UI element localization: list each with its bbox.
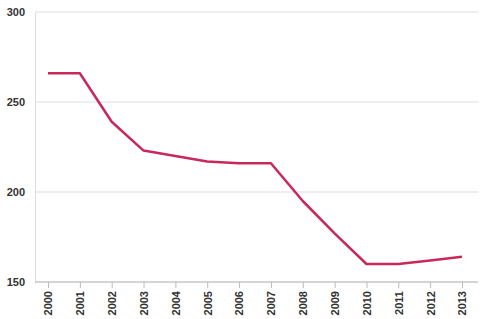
x-tick-mark <box>48 282 49 288</box>
x-tick-label: 2012 <box>425 291 437 315</box>
x-axis: 2000 2001 2002 2003 2004 2005 2006 2007 2008 2009… <box>35 282 478 315</box>
x-tick: 2004 <box>170 282 182 315</box>
data-line <box>48 73 462 264</box>
x-tick-label: 2004 <box>170 290 182 315</box>
x-tick-mark <box>398 282 399 288</box>
y-axis-line <box>35 13 36 283</box>
y-tick: 250 <box>7 96 35 108</box>
x-tick-mark <box>207 282 208 288</box>
x-tick-mark <box>335 282 336 288</box>
x-tick-label: 2003 <box>138 291 150 315</box>
y-tick-label: 250 <box>7 96 25 108</box>
x-tick-label: 2005 <box>202 291 214 315</box>
x-tick-mark <box>144 282 145 288</box>
x-tick: 2006 <box>233 282 245 315</box>
x-tick-mark <box>366 282 367 288</box>
x-tick: 2009 <box>329 282 341 315</box>
x-tick-mark <box>175 282 176 288</box>
y-tick: 150 <box>7 276 35 288</box>
x-tick-label: 2007 <box>265 291 277 315</box>
grid-line <box>35 192 478 193</box>
x-tick-mark <box>112 282 113 288</box>
grid-line <box>35 102 478 103</box>
x-tick-label: 2008 <box>297 291 309 315</box>
y-axis: 150 200 250 300 <box>7 6 36 288</box>
chart-svg: 150 200 250 300 2000 2001 2002 2003 2004 2005 2006… <box>0 0 480 319</box>
grid-line <box>35 282 478 283</box>
x-tick-label: 2001 <box>74 291 86 315</box>
x-tick-mark <box>239 282 240 288</box>
x-tick-label: 2000 <box>42 291 54 315</box>
grid <box>35 12 478 282</box>
x-tick: 2001 <box>74 282 86 315</box>
x-tick-mark <box>303 282 304 288</box>
chart-container: 150 200 250 300 2000 2001 2002 2003 2004 2005 2006… <box>0 0 480 319</box>
x-tick-label: 2011 <box>393 291 405 315</box>
x-tick-label: 2013 <box>456 291 468 315</box>
x-tick-label: 2010 <box>361 291 373 315</box>
x-tick-mark <box>80 282 81 288</box>
y-tick: 200 <box>7 186 35 198</box>
x-tick: 2000 <box>42 282 54 315</box>
y-tick-label: 300 <box>7 6 25 18</box>
x-tick-mark <box>271 282 272 288</box>
x-tick: 2003 <box>138 282 150 315</box>
x-tick-label: 2006 <box>233 291 245 315</box>
y-tick-label: 150 <box>7 276 25 288</box>
grid-line <box>35 12 478 13</box>
y-tick-label: 200 <box>7 186 25 198</box>
x-axis-line <box>35 282 478 283</box>
x-tick: 2007 <box>265 282 277 315</box>
x-tick-label: 2002 <box>106 291 118 315</box>
x-tick: 2002 <box>106 282 118 315</box>
x-tick: 2012 <box>425 282 437 315</box>
x-tick: 2011 <box>393 282 405 315</box>
plot-marks <box>48 73 462 264</box>
x-tick: 2010 <box>361 282 373 315</box>
x-tick: 2005 <box>202 282 214 315</box>
x-tick: 2008 <box>297 282 309 315</box>
x-tick: 2013 <box>456 282 468 315</box>
y-tick: 300 <box>7 6 35 18</box>
x-tick-mark <box>462 282 463 288</box>
x-tick-mark <box>430 282 431 288</box>
x-tick-label: 2009 <box>329 291 341 315</box>
